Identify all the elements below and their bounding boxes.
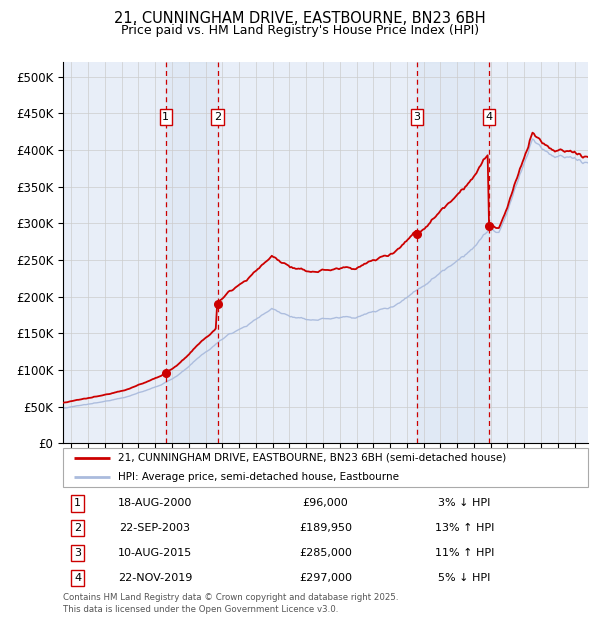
- Text: 22-SEP-2003: 22-SEP-2003: [119, 523, 190, 533]
- Text: 3% ↓ HPI: 3% ↓ HPI: [439, 498, 491, 508]
- Text: 21, CUNNINGHAM DRIVE, EASTBOURNE, BN23 6BH (semi-detached house): 21, CUNNINGHAM DRIVE, EASTBOURNE, BN23 6…: [118, 453, 506, 463]
- Text: 10-AUG-2015: 10-AUG-2015: [118, 548, 192, 558]
- Text: 4: 4: [74, 573, 81, 583]
- Text: 18-AUG-2000: 18-AUG-2000: [118, 498, 192, 508]
- Text: Price paid vs. HM Land Registry's House Price Index (HPI): Price paid vs. HM Land Registry's House …: [121, 24, 479, 37]
- Text: 3: 3: [74, 548, 81, 558]
- Text: 2: 2: [74, 523, 81, 533]
- Text: 13% ↑ HPI: 13% ↑ HPI: [435, 523, 494, 533]
- Text: 22-NOV-2019: 22-NOV-2019: [118, 573, 192, 583]
- Text: £96,000: £96,000: [302, 498, 349, 508]
- Text: 1: 1: [163, 112, 169, 122]
- Text: 21, CUNNINGHAM DRIVE, EASTBOURNE, BN23 6BH: 21, CUNNINGHAM DRIVE, EASTBOURNE, BN23 6…: [114, 11, 486, 26]
- Bar: [417, 62, 489, 443]
- Text: £285,000: £285,000: [299, 548, 352, 558]
- Text: 3: 3: [413, 112, 421, 122]
- Text: 4: 4: [485, 112, 493, 122]
- Bar: [166, 62, 218, 443]
- Text: 11% ↑ HPI: 11% ↑ HPI: [435, 548, 494, 558]
- FancyBboxPatch shape: [63, 448, 588, 487]
- Text: HPI: Average price, semi-detached house, Eastbourne: HPI: Average price, semi-detached house,…: [118, 472, 399, 482]
- Text: £297,000: £297,000: [299, 573, 352, 583]
- Text: 5% ↓ HPI: 5% ↓ HPI: [439, 573, 491, 583]
- Text: Contains HM Land Registry data © Crown copyright and database right 2025.
This d: Contains HM Land Registry data © Crown c…: [63, 593, 398, 614]
- Text: 2: 2: [214, 112, 221, 122]
- Text: 1: 1: [74, 498, 81, 508]
- Text: £189,950: £189,950: [299, 523, 352, 533]
